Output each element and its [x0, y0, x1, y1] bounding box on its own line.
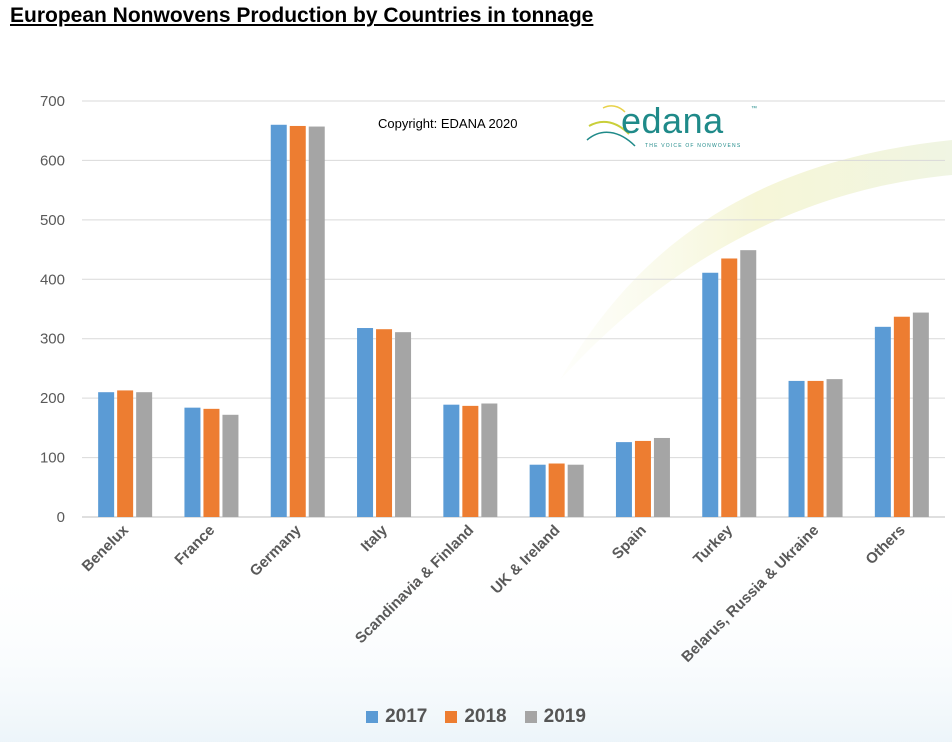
x-tick-label: France — [171, 522, 218, 569]
bar-2019 — [653, 437, 670, 517]
bar-2017 — [98, 392, 115, 517]
y-tick-label: 700 — [40, 93, 65, 110]
page-title: European Nonwovens Production by Countri… — [10, 4, 594, 27]
legend-swatch-2017 — [366, 711, 379, 723]
bar-2018 — [117, 390, 134, 517]
bar-2017 — [443, 404, 460, 517]
bar-2019 — [481, 403, 498, 517]
bar-2018 — [462, 405, 479, 517]
edana-logo: edana ™ THE VOICE OF NONWOVENS — [585, 100, 760, 158]
y-tick-label: 600 — [40, 152, 65, 169]
legend-label-2017: 2017 — [385, 706, 428, 727]
chart-legend: 2017 2018 2019 — [0, 706, 952, 728]
y-tick-label: 400 — [40, 271, 65, 288]
bar-2018 — [548, 463, 565, 517]
legend-label-2018: 2018 — [464, 706, 507, 727]
bar-2018 — [721, 258, 738, 517]
bar-2018 — [289, 125, 306, 518]
legend-item-2018: 2018 — [445, 706, 507, 728]
legend-item-2019: 2019 — [524, 706, 586, 728]
bar-2017 — [874, 326, 891, 517]
y-tick-label: 500 — [40, 212, 65, 229]
y-tick-label: 200 — [40, 390, 65, 407]
y-tick-label: 300 — [40, 331, 65, 348]
x-tick-label: Others — [862, 522, 908, 568]
bar-2018 — [203, 408, 220, 517]
legend-item-2017: 2017 — [366, 706, 427, 728]
bar-2018 — [376, 329, 393, 517]
bar-2017 — [184, 407, 201, 517]
y-tick-label: 100 — [40, 450, 65, 467]
legend-swatch-2019 — [524, 711, 537, 723]
copyright-text: Copyright: EDANA 2020 — [378, 116, 518, 131]
bar-2017 — [702, 272, 719, 517]
bar-2019 — [740, 250, 757, 517]
legend-label-2019: 2019 — [543, 706, 586, 727]
logo-tagline: THE VOICE OF NONWOVENS — [645, 143, 742, 149]
bar-2019 — [136, 392, 153, 517]
bar-2017 — [788, 380, 805, 517]
logo-wordmark: edana — [621, 100, 724, 141]
x-tick-label: Turkey — [690, 521, 736, 567]
x-tick-label: Spain — [609, 522, 650, 563]
bar-2019 — [912, 312, 929, 517]
bar-2017 — [529, 464, 546, 517]
x-tick-label: UK & Ireland — [488, 522, 564, 598]
bar-2018 — [634, 440, 651, 517]
bar-2017 — [270, 124, 287, 518]
y-tick-label: 0 — [57, 509, 65, 526]
logo-trademark: ™ — [751, 106, 757, 112]
bar-2019 — [308, 126, 325, 517]
bar-2019 — [222, 414, 239, 517]
bar-2019 — [395, 332, 412, 517]
bar-2018 — [807, 380, 824, 517]
x-tick-label: Italy — [358, 521, 392, 555]
x-tick-label: Benelux — [79, 521, 133, 575]
x-tick-label: Belarus, Russia & Ukraine — [678, 522, 822, 666]
bar-2018 — [893, 316, 910, 517]
logo-swoosh-icon — [586, 105, 636, 147]
bar-2019 — [826, 379, 843, 517]
x-tick-label: Germany — [247, 521, 305, 579]
bar-2019 — [567, 464, 584, 517]
bar-2017 — [357, 328, 374, 517]
legend-swatch-2018 — [445, 711, 458, 723]
bar-2017 — [615, 442, 632, 517]
